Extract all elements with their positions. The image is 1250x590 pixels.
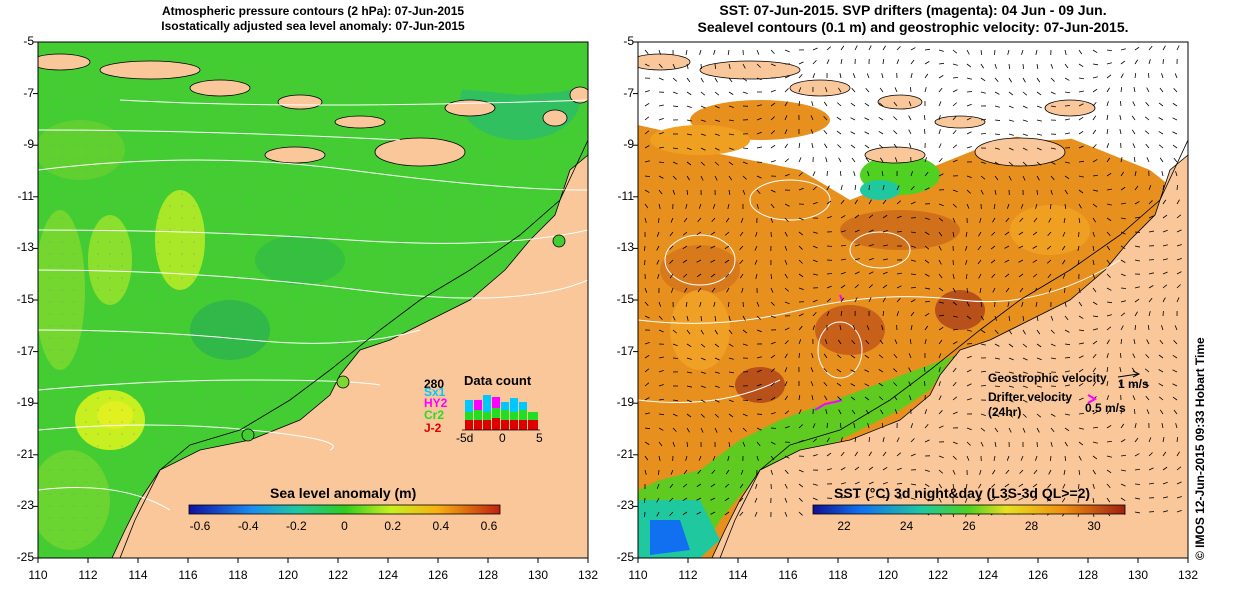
right-xtick-6: 122 — [927, 568, 949, 582]
right-xtick-5: 120 — [877, 568, 899, 582]
left-xtick-10: 130 — [527, 568, 549, 582]
right-ytick-3: -11 — [617, 188, 634, 203]
drifter-velocity-label: Drifter velocity — [988, 390, 1073, 404]
left-ytick-0: -5 — [23, 34, 34, 48]
left-xtick-2: 114 — [128, 568, 148, 582]
left-xtick-11: 132 — [577, 568, 599, 582]
right-cbtick-1: 24 — [899, 519, 914, 533]
left-ytick-7: -19 — [16, 395, 34, 410]
left-colorbar-title: Sea level anomaly (m) — [270, 485, 417, 501]
right-map — [638, 42, 1188, 558]
right-ytick-5: -15 — [616, 292, 634, 306]
sat2-label: HY2 — [424, 396, 448, 410]
left-ytick-2: -9 — [23, 137, 34, 152]
left-cbtick-5: 0.4 — [432, 519, 450, 533]
right-ytick-7: -19 — [616, 395, 634, 410]
drifter-velocity-scale: 0.5 m/s — [1085, 401, 1126, 415]
right-ytick-6: -17 — [616, 343, 634, 358]
right-ytick-2: -9 — [623, 137, 634, 152]
data-count-number: 280 — [424, 377, 445, 391]
inset-tick-5: 5 — [536, 431, 543, 445]
left-cbtick-4: 0.2 — [384, 519, 401, 533]
right-xtick-2: 114 — [728, 568, 748, 582]
right-xtick-9: 128 — [1077, 568, 1099, 582]
left-title-line1: Atmospheric pressure contours (2 hPa): 0… — [161, 4, 465, 18]
right-ytick-0: -5 — [623, 34, 634, 48]
left-ytick-5: -15 — [16, 292, 34, 306]
right-title-line2: Sealevel contours (0.1 m) and geostrophi… — [697, 19, 1129, 35]
right-cbtick-4: 30 — [1087, 519, 1101, 533]
right-colorbar-title: SST (°C) 3d night&day (L3S-3d QL>=2) — [834, 485, 1091, 501]
right-ytick-1: -7 — [623, 85, 634, 100]
left-xtick-5: 120 — [277, 568, 299, 582]
left-xtick-8: 126 — [427, 568, 449, 582]
inset-tick-minus5: -5d — [456, 431, 474, 445]
left-cbtick-2: -0.2 — [285, 519, 307, 533]
geo-velocity-scale: 1 m/s — [1118, 377, 1149, 391]
drifter-velocity-period: (24hr) — [988, 405, 1022, 419]
sat3-label: Cr2 — [424, 408, 445, 422]
right-xtick-7: 124 — [977, 568, 999, 582]
left-xtick-3: 116 — [178, 568, 198, 582]
left-xtick-6: 122 — [327, 568, 349, 582]
right-xtick-8: 126 — [1027, 568, 1049, 582]
left-ytick-9: -23 — [16, 498, 34, 513]
left-title-line2: Isostatically adjusted sea level anomaly… — [161, 19, 465, 33]
left-xtick-4: 118 — [228, 568, 248, 582]
left-cbtick-0: -0.6 — [189, 519, 211, 533]
right-xtick-10: 130 — [1127, 568, 1149, 582]
right-colorbar — [812, 504, 1126, 515]
right-xtick-11: 132 — [1177, 568, 1199, 582]
left-ytick-10: -25 — [16, 550, 34, 564]
left-xtick-9: 128 — [477, 568, 499, 582]
imos-credit: © IMOS 12-Jun-2015 09:33 Hobart Time — [1193, 337, 1207, 560]
data-count-chart — [462, 395, 540, 431]
data-count-title: Data count — [464, 373, 532, 388]
right-cbtick-0: 22 — [837, 519, 851, 533]
sat1-label: Sx1 — [424, 385, 446, 399]
left-cbtick-1: -0.4 — [237, 519, 259, 533]
right-cbtick-3: 28 — [1024, 519, 1039, 533]
right-ytick-10: -25 — [616, 550, 634, 564]
left-xtick-1: 112 — [78, 568, 98, 582]
right-xtick-4: 118 — [828, 568, 848, 582]
left-ytick-4: -13 — [16, 240, 34, 255]
right-ytick-9: -23 — [616, 498, 634, 513]
left-xtick-7: 124 — [377, 568, 399, 582]
right-xtick-3: 116 — [778, 568, 798, 582]
left-ytick-3: -11 — [17, 188, 34, 203]
right-ytick-8: -21 — [616, 446, 634, 461]
inset-tick-0: 0 — [499, 431, 506, 445]
right-cbtick-2: 26 — [962, 519, 976, 533]
left-map — [38, 42, 588, 558]
sat4-label: J-2 — [424, 421, 442, 435]
left-ytick-8: -21 — [16, 446, 34, 461]
right-title-line1: SST: 07-Jun-2015. SVP drifters (magenta)… — [719, 2, 1107, 18]
left-xtick-0: 110 — [28, 568, 48, 582]
right-xtick-0: 110 — [628, 568, 648, 582]
left-cbtick-6: 0.6 — [480, 519, 498, 533]
left-ytick-6: -17 — [16, 343, 34, 358]
left-ytick-1: -7 — [23, 85, 34, 100]
geo-velocity-label: Geostrophic velocity — [988, 371, 1107, 385]
left-cbtick-3: 0 — [341, 519, 348, 533]
left-colorbar — [188, 504, 501, 515]
right-ytick-4: -13 — [616, 240, 634, 255]
right-xtick-1: 112 — [678, 568, 698, 582]
